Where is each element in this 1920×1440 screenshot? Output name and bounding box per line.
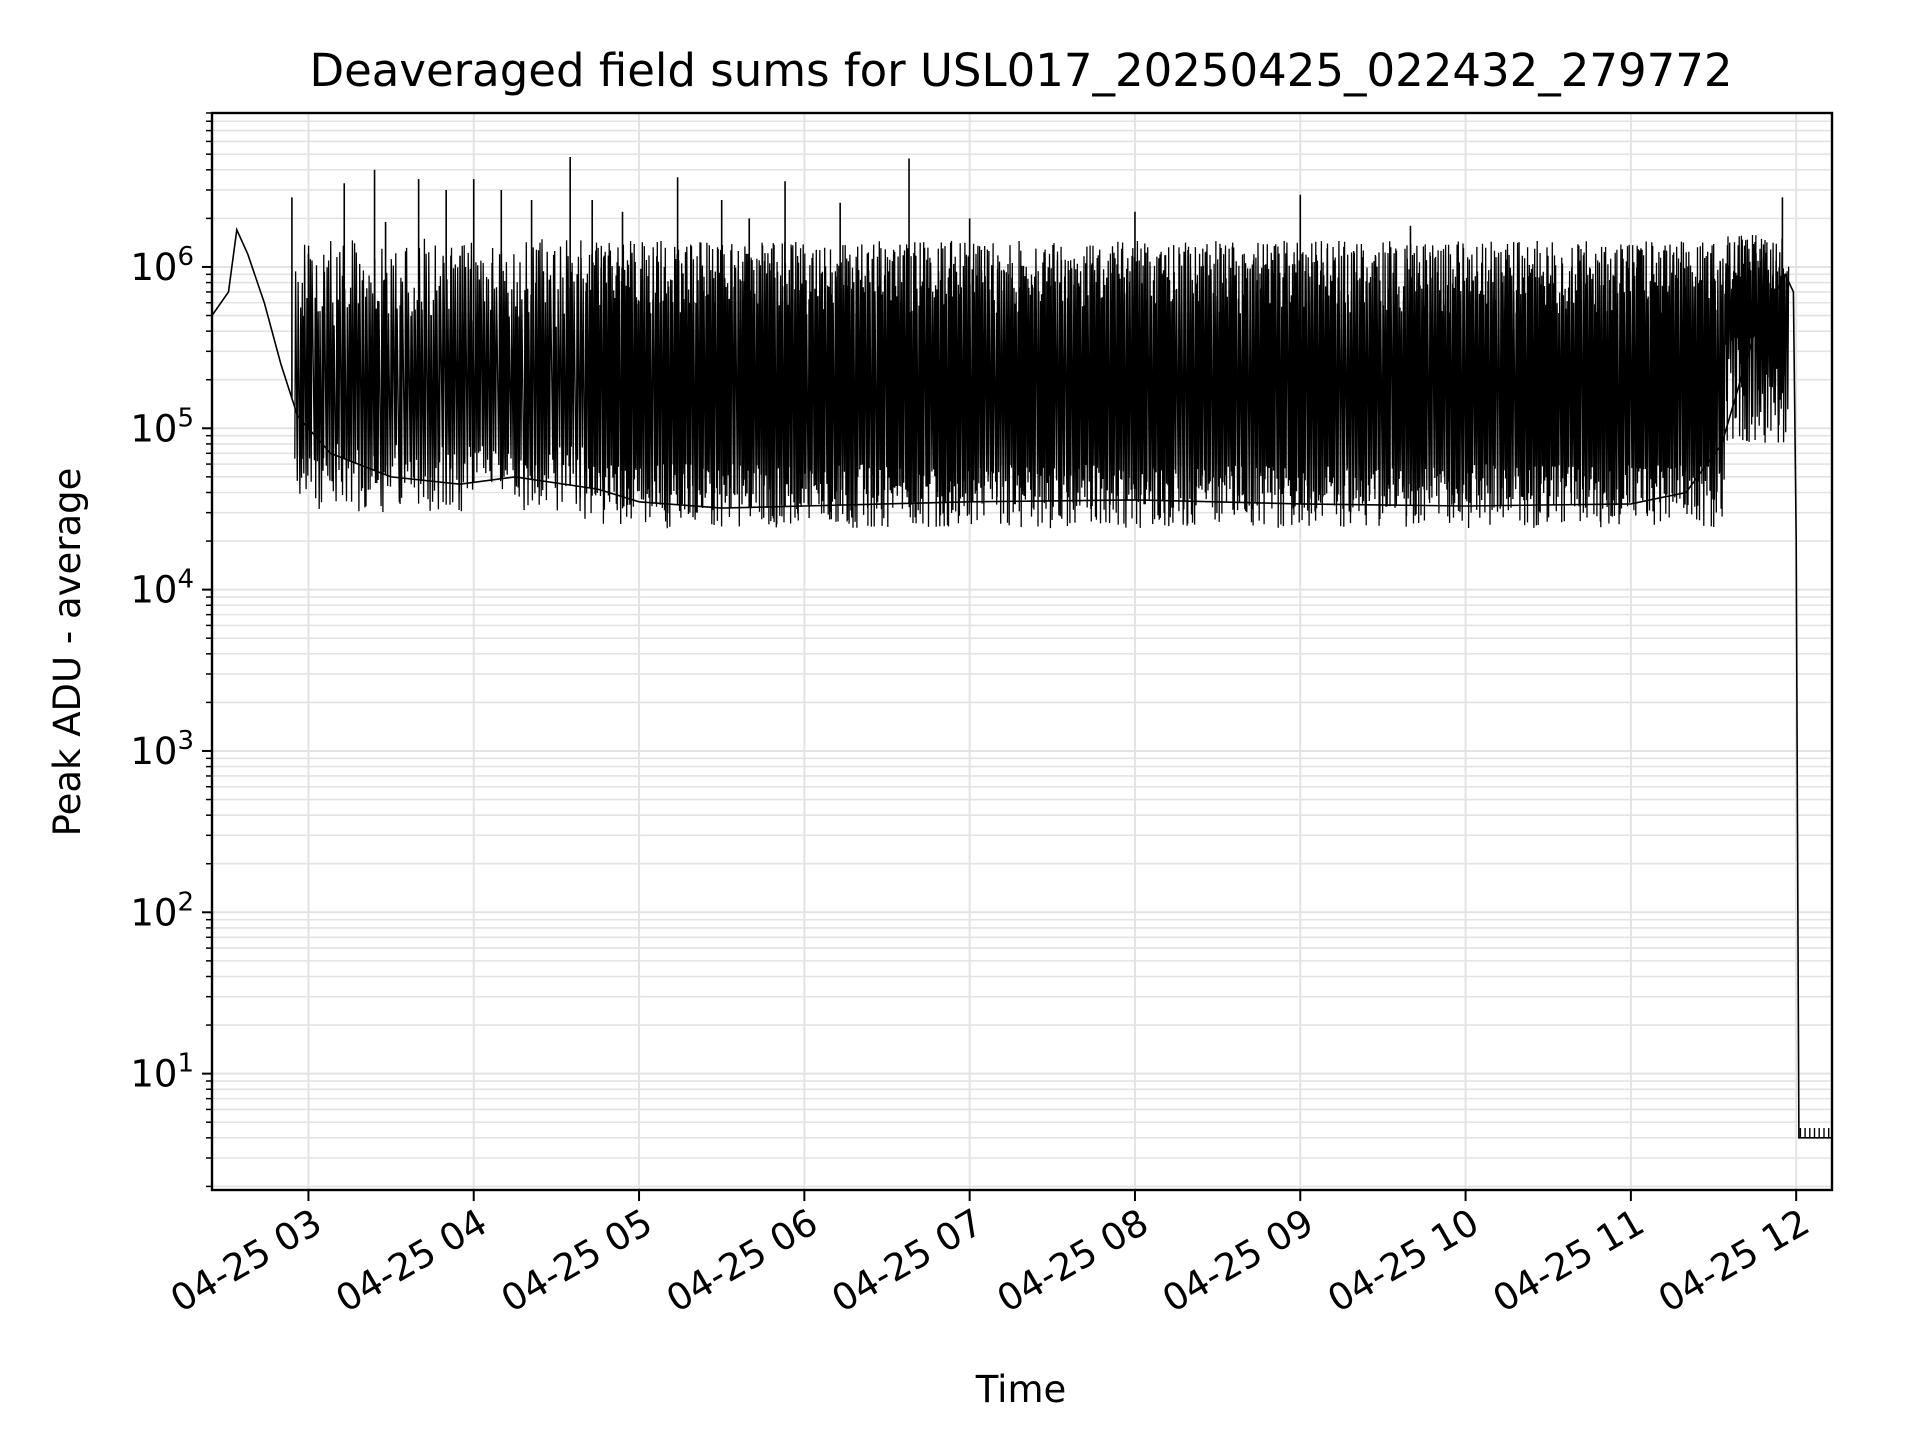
y-axis-label: Peak ADU - average [46,468,89,837]
plot-frame [210,111,1834,1192]
x-axis-label: Time [975,1368,1067,1411]
series-trace [294,234,1790,529]
y-tick-labels: 101 102 103 104 105 106 [130,242,194,1096]
y-tick-label: 105 [130,403,194,450]
y-tick-label: 104 [130,565,194,612]
series-area [211,157,1832,1139]
y-tick-label: 101 [130,1049,194,1096]
series-tail [1799,1128,1830,1138]
y-tick-label: 106 [130,242,194,289]
chart-title: Deaveraged field sums for USL017_2025042… [309,44,1732,97]
axis-ticks [202,112,1798,1201]
y-tick-label: 102 [130,887,194,934]
y-tick-label: 103 [130,726,194,773]
